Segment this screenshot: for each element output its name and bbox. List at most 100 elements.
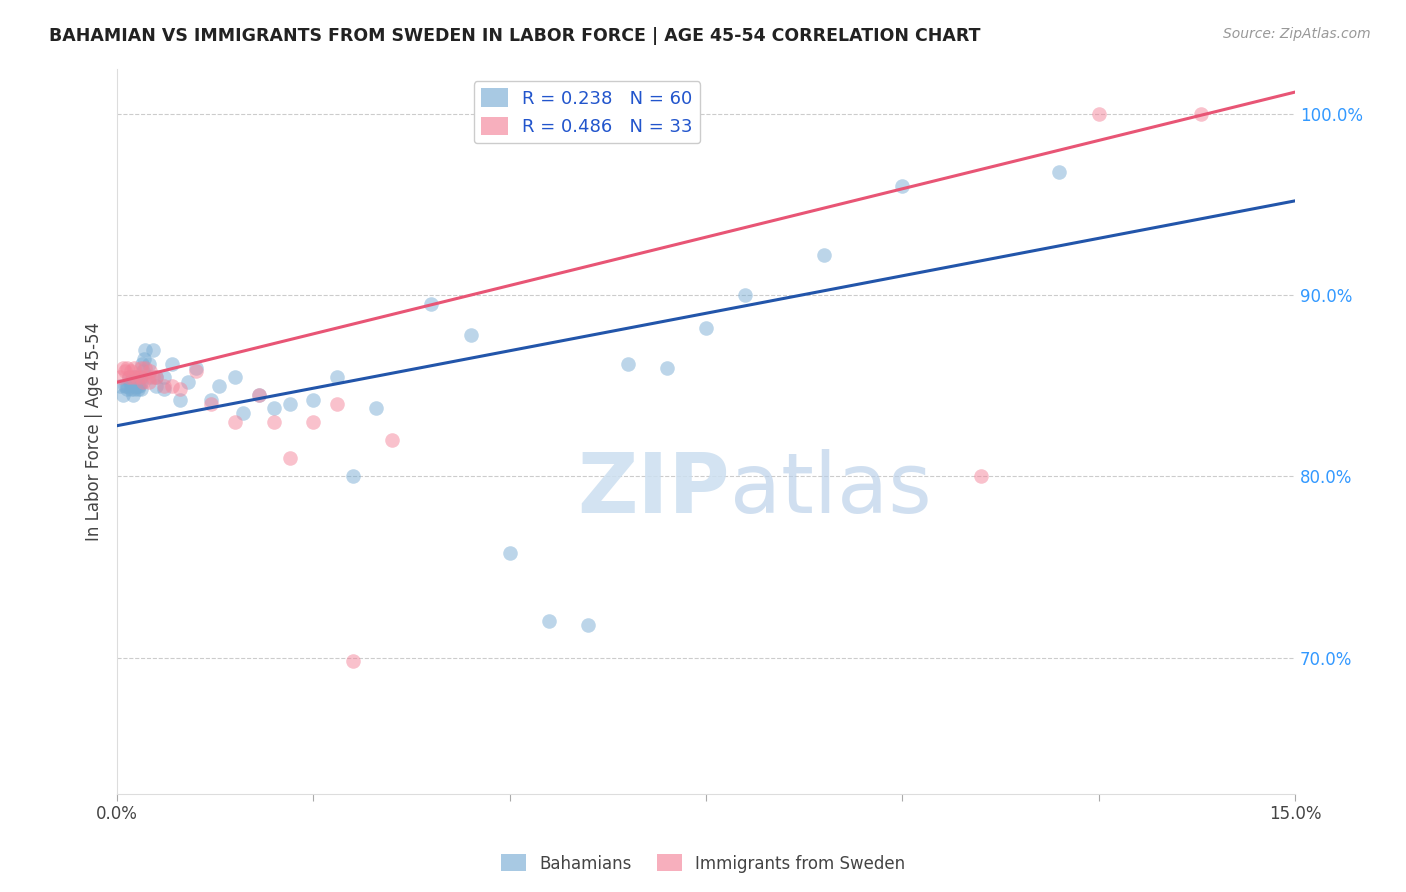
Point [1049, 165, 1071, 179]
Point [127, 378, 149, 392]
Point [420, 297, 443, 311]
Point [111, 388, 134, 402]
Point [970, 469, 993, 483]
Point [366, 401, 388, 415]
Point [263, 415, 285, 429]
Point [153, 378, 176, 392]
Point [813, 248, 835, 262]
Point [342, 654, 364, 668]
Point [129, 375, 152, 389]
Point [177, 375, 200, 389]
Legend: Bahamians, Immigrants from Sweden: Bahamians, Immigrants from Sweden [495, 847, 911, 880]
Point [734, 288, 756, 302]
Point [125, 369, 148, 384]
Point [381, 433, 404, 447]
Point [208, 378, 231, 392]
Point [132, 364, 155, 378]
Point [145, 378, 167, 392]
Point [224, 369, 246, 384]
Point [141, 369, 163, 384]
Point [129, 360, 152, 375]
Point [110, 369, 132, 384]
Point [138, 357, 160, 371]
Point [120, 383, 142, 397]
Point [200, 393, 222, 408]
Y-axis label: In Labor Force | Age 45-54: In Labor Force | Age 45-54 [86, 322, 103, 541]
Point [160, 357, 183, 371]
Point [184, 364, 207, 378]
Text: BAHAMIAN VS IMMIGRANTS FROM SWEDEN IN LABOR FORCE | AGE 45-54 CORRELATION CHART: BAHAMIAN VS IMMIGRANTS FROM SWEDEN IN LA… [49, 27, 981, 45]
Point [122, 369, 145, 384]
Point [160, 378, 183, 392]
Point [118, 375, 141, 389]
Point [122, 369, 145, 384]
Point [278, 397, 301, 411]
Point [302, 393, 325, 408]
Point [114, 378, 136, 392]
Point [125, 375, 148, 389]
Point [263, 401, 285, 415]
Point [131, 357, 153, 371]
Point [1189, 107, 1212, 121]
Point [139, 364, 162, 378]
Point [538, 615, 561, 629]
Point [118, 369, 141, 384]
Point [891, 179, 914, 194]
Point [118, 369, 141, 384]
Text: ZIP: ZIP [576, 449, 730, 530]
Point [145, 369, 167, 384]
Point [141, 343, 163, 357]
Point [134, 360, 156, 375]
Point [153, 383, 176, 397]
Point [302, 415, 325, 429]
Point [121, 378, 143, 392]
Point [224, 415, 246, 429]
Point [169, 393, 191, 408]
Point [132, 351, 155, 366]
Point [695, 320, 717, 334]
Point [125, 378, 148, 392]
Point [134, 343, 156, 357]
Point [124, 360, 146, 375]
Point [129, 369, 152, 384]
Legend: R = 0.238   N = 60, R = 0.486   N = 33: R = 0.238 N = 60, R = 0.486 N = 33 [474, 81, 700, 144]
Point [111, 360, 134, 375]
Point [1087, 107, 1109, 121]
Point [342, 469, 364, 483]
Point [127, 383, 149, 397]
Point [128, 378, 150, 392]
Point [655, 360, 678, 375]
Point [124, 383, 146, 397]
Point [122, 388, 145, 402]
Point [138, 375, 160, 389]
Point [184, 360, 207, 375]
Text: Source: ZipAtlas.com: Source: ZipAtlas.com [1223, 27, 1371, 41]
Point [117, 383, 139, 397]
Point [110, 378, 132, 392]
Point [169, 383, 191, 397]
Point [138, 369, 160, 384]
Point [115, 360, 138, 375]
Point [120, 375, 142, 389]
Point [132, 375, 155, 389]
Point [326, 397, 349, 411]
Point [153, 369, 176, 384]
Point [114, 364, 136, 378]
Point [576, 618, 599, 632]
Point [200, 397, 222, 411]
Point [616, 357, 638, 371]
Point [247, 388, 270, 402]
Point [247, 388, 270, 402]
Point [129, 383, 152, 397]
Point [145, 369, 167, 384]
Point [124, 369, 146, 384]
Point [120, 364, 142, 378]
Point [278, 451, 301, 466]
Point [326, 369, 349, 384]
Point [129, 369, 152, 384]
Point [499, 545, 522, 559]
Point [115, 378, 138, 392]
Point [232, 406, 254, 420]
Point [460, 328, 482, 343]
Text: atlas: atlas [730, 449, 931, 530]
